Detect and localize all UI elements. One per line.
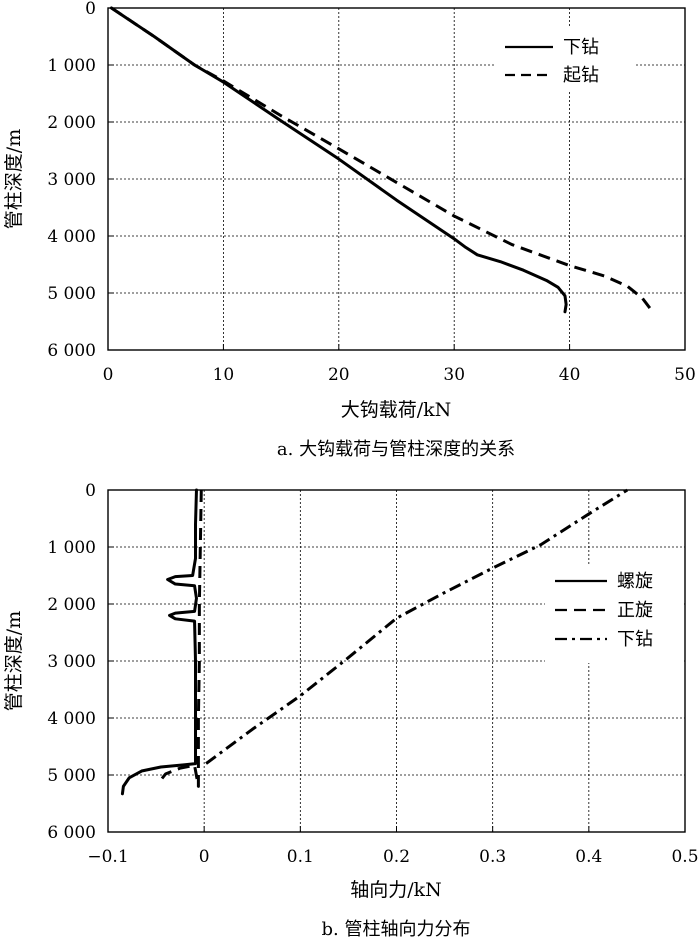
- chart-b-series-line-1: [120, 488, 198, 796]
- chart-b: 0 1 000 2 000 3 000 4 000 5 000 6 000 −0.1 0 0.1…: [3, 481, 699, 940]
- chart-b-x-axis-label: 轴向力/kN: [350, 879, 442, 901]
- chart-b-y-tick-label-5: 5 000: [47, 766, 96, 786]
- chart-b-y-tick-label-0: 0: [85, 481, 96, 501]
- chart-a-y-tick-label-1: 1 000: [47, 56, 96, 76]
- chart-b-grid: [108, 490, 685, 832]
- chart-a-legend-box: [495, 28, 635, 92]
- chart-b-series: [120, 488, 629, 796]
- chart-a-y-tick-label-5: 5 000: [47, 284, 96, 304]
- chart-b-x-tick-label-2: 0.1: [287, 847, 314, 867]
- chart-b-legend: 螺旋 正旋 下钻: [545, 565, 683, 663]
- chart-a-y-tick-label-0: 0: [85, 0, 96, 19]
- chart-b-legend-box: [545, 565, 683, 663]
- chart-b-y-tick-labels: 0 1 000 2 000 3 000 4 000 5 000 6 000: [47, 481, 114, 843]
- chart-b-y-tick-label-3: 3 000: [47, 652, 96, 672]
- chart-a-x-tick-label-2: 20: [328, 365, 350, 385]
- chart-b-x-tick-label-1: 0: [199, 847, 210, 867]
- chart-b-x-tick-labels: −0.1 0 0.1 0.2 0.3 0.4 0.5: [87, 826, 699, 867]
- chart-b-x-tick-label-0: −0.1: [87, 847, 128, 867]
- chart-a-y-tick-label-3: 3 000: [47, 170, 96, 190]
- chart-a-series: [109, 6, 654, 314]
- chart-b-x-tick-label-4: 0.3: [479, 847, 506, 867]
- chart-a-y-tick-labels: 0 1 000 2 000 3 000 4 000 5 000 6 000: [47, 0, 114, 361]
- chart-b-caption: b. 管柱轴向力分布: [322, 919, 471, 940]
- chart-b-legend-label-1: 螺旋: [617, 571, 653, 592]
- chart-b-x-tick-label-3: 0.2: [383, 847, 410, 867]
- chart-a-y-tick-label-2: 2 000: [47, 113, 96, 133]
- chart-a: 0 1 000 2 000 3 000 4 000 5 000 6 000 0 10 20 30 4…: [3, 0, 696, 460]
- chart-a-x-tick-labels: 0 10 20 30 40 50: [103, 344, 696, 385]
- chart-a-y-axis-label: 管柱深度/m: [3, 129, 25, 229]
- chart-a-x-tick-label-4: 40: [559, 365, 581, 385]
- chart-b-series-line-3: [205, 488, 629, 765]
- chart-a-y-tick-label-6: 6 000: [47, 341, 96, 361]
- chart-b-y-tick-label-6: 6 000: [47, 823, 96, 843]
- chart-b-y-tick-label-2: 2 000: [47, 595, 96, 615]
- chart-a-series-line-2: [110, 6, 654, 313]
- chart-b-y-axis-label: 管柱深度/m: [3, 611, 25, 711]
- chart-b-x-tick-label-5: 0.4: [575, 847, 602, 867]
- chart-a-y-tick-label-4: 4 000: [47, 227, 96, 247]
- chart-a-legend: 下钻 起钻: [495, 28, 635, 92]
- chart-b-y-tick-label-4: 4 000: [47, 709, 96, 729]
- chart-a-legend-label-2: 起钻: [563, 65, 599, 86]
- chart-b-x-tick-label-6: 0.5: [671, 847, 698, 867]
- chart-b-legend-label-3: 下钻: [617, 629, 653, 650]
- chart-a-x-axis-label: 大钩载荷/kN: [341, 399, 452, 421]
- chart-a-x-tick-label-3: 30: [443, 365, 465, 385]
- chart-b-legend-label-2: 正旋: [617, 600, 653, 621]
- chart-b-series-line-2: [156, 489, 203, 788]
- chart-a-x-tick-label-0: 0: [103, 365, 114, 385]
- chart-a-x-tick-label-5: 50: [674, 365, 696, 385]
- chart-a-x-tick-label-1: 10: [213, 365, 235, 385]
- chart-a-caption: a. 大钩载荷与管柱深度的关系: [277, 439, 515, 460]
- chart-b-y-tick-label-1: 1 000: [47, 538, 96, 558]
- chart-a-legend-label-1: 下钻: [563, 37, 599, 58]
